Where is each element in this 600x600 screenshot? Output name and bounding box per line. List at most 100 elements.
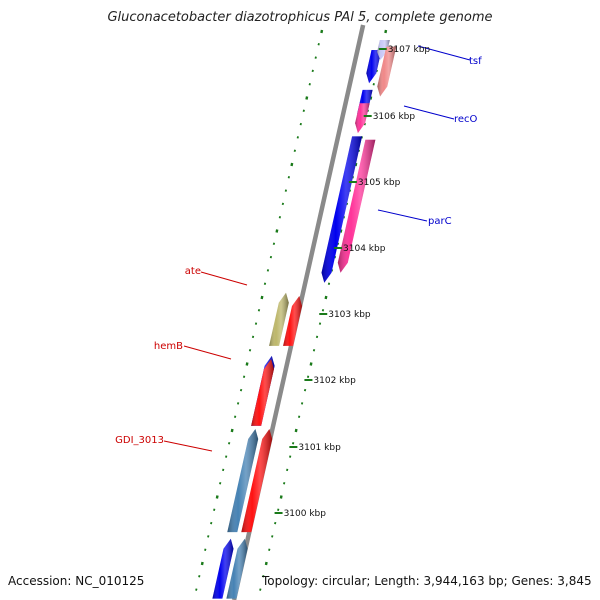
gene-label-leader: [183, 345, 232, 360]
dot-rail-inner: [224, 455, 228, 458]
scale-label: 3107 kbp: [388, 45, 431, 55]
dot-rail-outer: [297, 415, 301, 418]
dot-rail-inner: [269, 255, 273, 259]
cds-arrow-pink-shading: [355, 103, 370, 134]
gene-label-tsf: tsf: [469, 56, 482, 67]
cds-arrow-khaki-shading: [269, 292, 289, 346]
cds-arrow-steel-shading: [227, 429, 259, 533]
dot-rail-outer: [277, 508, 280, 512]
scale-label: 3102 kbp: [313, 376, 356, 386]
dot-rail-inner: [195, 588, 198, 591]
dot-rail-outer: [321, 309, 325, 312]
gene-label-leader: [377, 209, 428, 222]
dot-rail-outer: [259, 588, 262, 591]
gene-label-gdi-3013: GDI_3013: [115, 435, 164, 446]
gene-labels: tsf recO parC ate hemB GDI_3013: [115, 45, 482, 452]
cds-features: [212, 40, 397, 599]
dot-rail-outer: [303, 388, 307, 392]
dot-rail-outer: [274, 521, 277, 525]
dot-rail-inner: [308, 82, 311, 86]
dot-rail-outer: [354, 162, 358, 167]
dot-rail-outer: [283, 481, 286, 485]
dot-rail-outer: [384, 29, 388, 34]
dot-rail-outer: [291, 442, 295, 445]
dot-rail-inner: [317, 43, 320, 46]
dot-rail-inner: [236, 402, 240, 405]
gene-label-ate: ate: [185, 266, 201, 277]
dot-rail-inner: [213, 508, 216, 512]
dot-rail-inner: [204, 548, 207, 551]
dot-rail-inner: [198, 575, 201, 578]
dot-rail-inner: [239, 388, 243, 392]
dot-rail-inner: [272, 242, 276, 246]
dot-rail-inner: [314, 56, 317, 59]
dot-rail-inner: [281, 202, 285, 206]
dot-rail-inner: [215, 495, 219, 499]
dot-rail-inner: [278, 215, 282, 219]
dot-rail-inner: [260, 295, 264, 300]
dot-rail-inner: [305, 96, 309, 100]
cds-arrow-steel-shading: [226, 538, 248, 599]
dot-rail-outer: [315, 335, 319, 339]
dot-rail-inner: [263, 282, 267, 285]
dot-rail-inner: [207, 535, 210, 538]
dot-rail-inner: [219, 481, 222, 485]
dot-rail-inner: [320, 29, 324, 34]
dot-rail-outer: [312, 348, 316, 352]
cds-arrow-blue-shading: [321, 136, 363, 283]
cds-arrow-blue-shading: [366, 50, 382, 84]
dot-rail-outer: [306, 375, 310, 379]
dot-rail-inner: [227, 442, 231, 445]
dot-rail-inner: [299, 122, 302, 126]
dot-rail-outer: [294, 428, 298, 433]
cds-arrow-blue-shading: [212, 538, 234, 599]
dot-rail-outer: [300, 402, 304, 405]
dot-rail-inner: [230, 428, 234, 433]
dot-rail-inner: [290, 162, 294, 167]
dot-rail-inner: [233, 415, 237, 418]
gene-label-leader: [403, 105, 455, 120]
dot-rail-inner: [287, 176, 291, 179]
dot-rail-inner: [293, 149, 296, 152]
gene-label-parc: parC: [428, 216, 452, 227]
accession-text: Accession: NC_010125: [8, 574, 145, 588]
dot-rail-outer: [324, 295, 328, 300]
dot-rail-inner: [222, 468, 225, 472]
dot-rail-inner: [254, 322, 258, 325]
cds-arrow-red-shading: [251, 359, 274, 426]
dot-rail-outer: [309, 362, 313, 366]
dot-rail-outer: [271, 535, 274, 538]
dot-rail-inner: [275, 229, 279, 233]
dot-rail-inner: [245, 362, 249, 366]
scale-label: 3106 kbp: [373, 112, 416, 122]
dot-rail-outer: [318, 322, 322, 325]
gene-label-reco: recO: [454, 114, 478, 125]
cds-arrow-red-shading: [283, 296, 302, 346]
dot-rail-inner: [266, 269, 270, 272]
scale-label: 3104 kbp: [343, 244, 386, 254]
dot-rail-inner: [200, 561, 204, 566]
dot-rail-outer: [279, 495, 283, 499]
scale-label: 3101 kbp: [298, 443, 341, 453]
dot-rail-inner: [248, 348, 252, 352]
scale-labels: 3107 kbp 3106 kbp 3105 kbp 3104 kbp 3103 kbp…: [274, 45, 431, 519]
gene-label-leader: [417, 45, 471, 61]
dot-rail-inner: [311, 69, 314, 73]
dot-rail-inner: [251, 335, 255, 339]
dot-rail-outer: [264, 561, 268, 566]
dot-rail-outer: [288, 455, 292, 458]
cds-arrow-pink-shading: [337, 139, 376, 273]
dot-rail-outer: [339, 229, 343, 233]
gene-label-hemb: hemB: [154, 341, 183, 352]
dot-rail-inner: [296, 136, 299, 139]
cds-arrow-red-shading: [241, 429, 273, 533]
dot-rail-inner: [257, 309, 261, 312]
scale-label: 3105 kbp: [358, 178, 401, 188]
gene-label-leader: [163, 440, 213, 452]
dot-rail-inner: [210, 521, 213, 525]
map-title: Gluconacetobacter diazotrophicus PAl 5, …: [107, 10, 493, 25]
dot-rail-outer: [327, 282, 331, 285]
dot-rail-outer: [286, 468, 289, 472]
dot-rail-outer: [268, 548, 271, 551]
